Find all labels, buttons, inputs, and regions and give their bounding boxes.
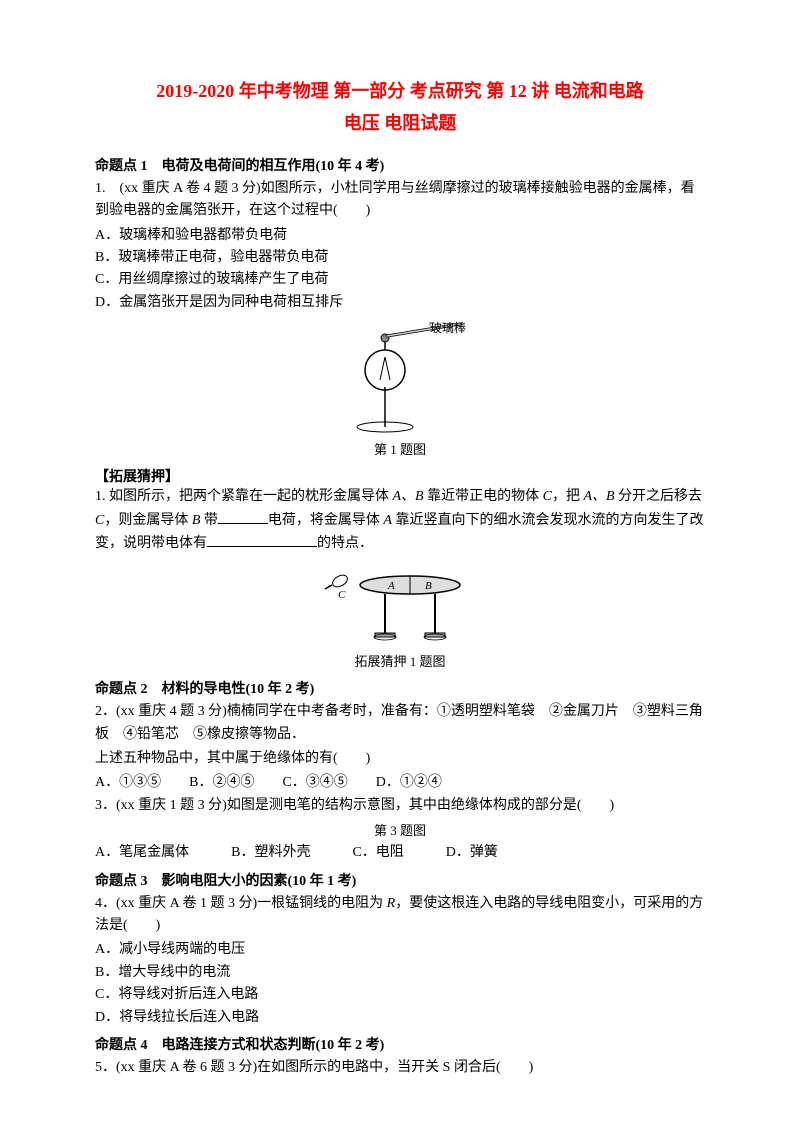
q4-option-a: A．减小导线两端的电压 [95,939,705,961]
blank-2 [207,532,317,547]
figure-1-label: 第 1 题图 [95,439,705,458]
question-2-text2: 上述五种物品中，其中属于绝缘体的有( ) [95,748,705,770]
question-4-text: 4．(xx 重庆 A 卷 1 题 3 分)一根锰铜线的电阻为 R，要使这根连入电… [95,893,705,938]
q4-option-d: D．将导线拉长后连入电路 [95,1007,705,1029]
question-3-text: 3．(xx 重庆 1 题 3 分)如图是测电笔的结构示意图，其中由绝缘体构成的部… [95,795,705,817]
q2-options: A．①③⑤ B．②④⑤ C．③④⑤ D．①②④ [95,772,705,794]
expand-q1: 1. 如图所示，把两个紧靠在一起的枕形金属导体 A、B 靠近带正电的物体 C，把… [95,486,705,555]
figure-3-label: 第 3 题图 [95,820,705,839]
figure-3: 第 3 题图 [95,820,705,839]
q1-option-b: B．玻璃棒带正电荷，验电器带负电荷 [95,247,705,269]
conductor-diagram: C A B [320,563,480,648]
electroscope-diagram [325,322,475,437]
q4-option-b: B．增大导线中的电流 [95,962,705,984]
section-1-title: 命题点 1 电荷及电荷间的相互作用(10 年 4 考) [95,155,705,175]
document-title: 2019-2020 年中考物理 第一部分 考点研究 第 12 讲 电流和电路 电… [95,75,705,140]
fig-c-label: C [338,589,346,601]
fig-a-label: A [387,580,395,592]
expand-title: 【拓展猜押】 [95,466,705,486]
section-3-title: 命题点 3 影响电阻大小的因素(10 年 1 考) [95,870,705,890]
q3-options: A．笔尾金属体 B．塑料外壳 C．电阻 D．弹簧 [95,842,705,864]
q1-option-c: C．用丝绸摩擦过的玻璃棒产生了电荷 [95,269,705,291]
glass-rod-label: 玻璃棒 [423,319,473,336]
section-2-title: 命题点 2 材料的导电性(10 年 2 考) [95,678,705,698]
question-5-text: 5．(xx 重庆 A 卷 6 题 3 分)在如图所示的电路中，当开关 S 闭合后… [95,1057,705,1079]
q4-option-c: C．将导线对折后连入电路 [95,984,705,1006]
title-line-2: 电压 电阻试题 [95,107,705,139]
title-line-1: 2019-2020 年中考物理 第一部分 考点研究 第 12 讲 电流和电路 [95,75,705,107]
question-2-text: 2．(xx 重庆 4 题 3 分)楠楠同学在中考备考时，准备有：①透明塑料笔袋 … [95,701,705,746]
figure-1: 玻璃棒 第 1 题图 [95,322,705,458]
fig-b-label: B [425,580,432,592]
question-1-text: 1. (xx 重庆 A 卷 4 题 3 分)如图所示，小杜同学用与丝绸摩擦过的玻… [95,178,705,223]
section-4-title: 命题点 4 电路连接方式和状态判断(10 年 2 考) [95,1034,705,1054]
q1-option-a: A．玻璃棒和验电器都带负电荷 [95,225,705,247]
q1-option-d: D．金属箔张开是因为同种电荷相互排斥 [95,292,705,314]
expand-figure: C A B 拓展猜押 1 题图 [95,563,705,670]
expand-figure-label: 拓展猜押 1 题图 [95,651,705,670]
blank-1 [218,509,268,524]
